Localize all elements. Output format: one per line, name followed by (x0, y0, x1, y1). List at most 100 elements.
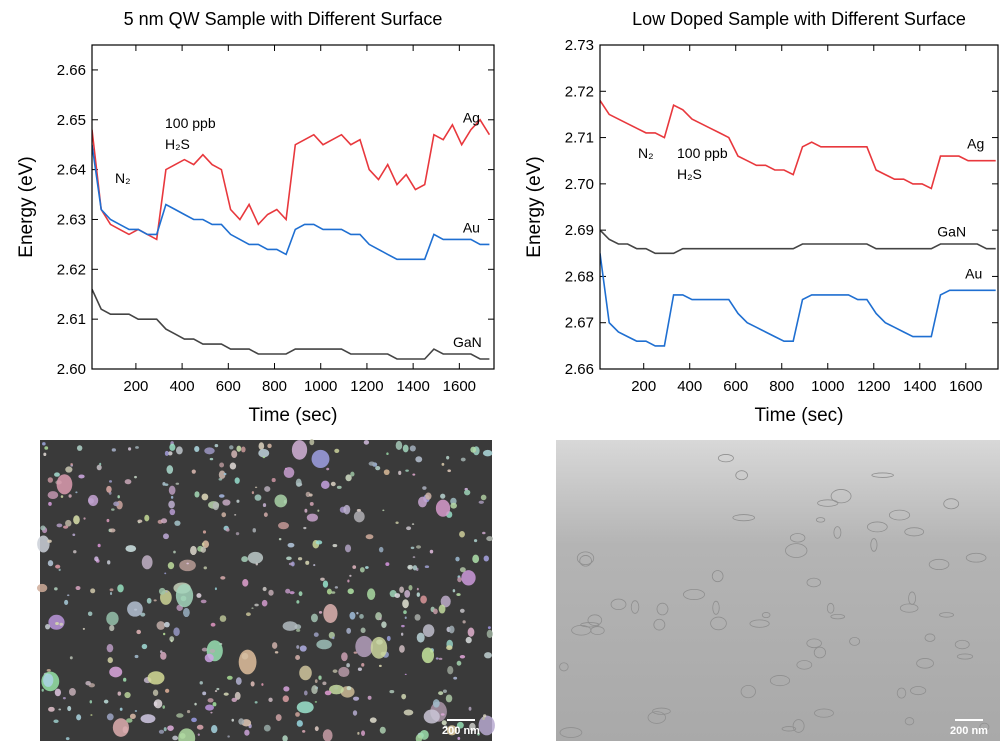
particle (203, 566, 207, 570)
particle (404, 673, 407, 675)
surface-feature (656, 602, 669, 616)
particle (446, 645, 453, 651)
particle (350, 471, 355, 477)
particle (137, 519, 143, 523)
particle (323, 604, 338, 623)
particle (356, 508, 362, 512)
particle (302, 730, 306, 733)
particle (176, 446, 183, 455)
particle (56, 474, 73, 495)
particle (168, 485, 176, 495)
particle (129, 713, 136, 720)
particle (334, 686, 339, 690)
particle (286, 556, 292, 561)
surface-feature (806, 577, 821, 588)
particle (322, 580, 329, 588)
particle (170, 639, 173, 643)
x-tick-label: 1600 (443, 378, 476, 395)
particle (201, 493, 209, 501)
particle (347, 579, 350, 583)
particle (432, 699, 440, 708)
particle (468, 706, 472, 711)
particle (311, 449, 330, 469)
annotation: H₂S (165, 136, 190, 152)
particle (113, 501, 120, 507)
particle (403, 610, 407, 615)
particle (459, 567, 466, 573)
x-tick-label: 800 (262, 378, 287, 395)
particle (199, 681, 203, 685)
particle (369, 717, 377, 723)
particle (274, 651, 279, 654)
particle (464, 489, 471, 496)
particle (360, 627, 366, 634)
surface-feature (866, 521, 888, 533)
series-line (92, 288, 490, 360)
particle (262, 456, 266, 459)
particle (450, 502, 457, 509)
particle (305, 560, 310, 565)
particle (341, 652, 348, 662)
particle (258, 442, 265, 450)
particle (460, 457, 466, 462)
surface-feature (610, 598, 627, 611)
particle (109, 588, 114, 592)
particle (109, 592, 113, 595)
particle (355, 635, 374, 658)
particle (216, 687, 220, 691)
particle (210, 711, 213, 714)
particle (214, 690, 218, 693)
particle (386, 635, 391, 642)
particle (446, 455, 450, 460)
particle (440, 595, 451, 608)
particle (47, 491, 59, 500)
particle (395, 521, 399, 524)
surface-feature (735, 470, 748, 481)
particle (283, 686, 290, 692)
particle (353, 651, 358, 654)
y-tick-label: 2.66 (565, 361, 594, 378)
particle (164, 621, 170, 628)
particle (484, 652, 492, 659)
surface-feature (830, 489, 852, 504)
particle (457, 576, 462, 583)
particle (311, 685, 318, 694)
particle (125, 545, 137, 552)
particle (326, 588, 332, 595)
particle (459, 654, 466, 659)
particle (482, 449, 493, 457)
particle (87, 611, 93, 617)
surface-feature (924, 633, 936, 642)
particle (385, 562, 390, 566)
particle (482, 531, 486, 535)
particle (332, 636, 335, 640)
particle (363, 440, 370, 445)
particle (389, 689, 395, 694)
surface-feature (826, 602, 835, 614)
particle (170, 495, 174, 499)
particle (456, 721, 464, 729)
annotation: N₂ (115, 170, 131, 186)
x-tick-label: 1400 (396, 378, 429, 395)
surface-feature (956, 653, 974, 660)
particle (54, 587, 58, 591)
particle (401, 693, 407, 700)
surface-feature (781, 726, 797, 732)
particle (238, 649, 257, 675)
y-tick-label: 2.63 (57, 211, 86, 228)
particle (163, 533, 169, 540)
particle (407, 564, 413, 570)
particle (309, 501, 314, 506)
particle (295, 654, 301, 661)
particle (99, 462, 102, 466)
particle (63, 525, 69, 529)
particle (251, 491, 255, 495)
surface-feature (813, 646, 827, 659)
surface-feature (916, 658, 934, 669)
particle (386, 452, 389, 456)
particle (164, 483, 169, 486)
particle (288, 562, 294, 566)
particle (231, 718, 234, 722)
particle (478, 715, 495, 736)
particle (190, 545, 197, 556)
